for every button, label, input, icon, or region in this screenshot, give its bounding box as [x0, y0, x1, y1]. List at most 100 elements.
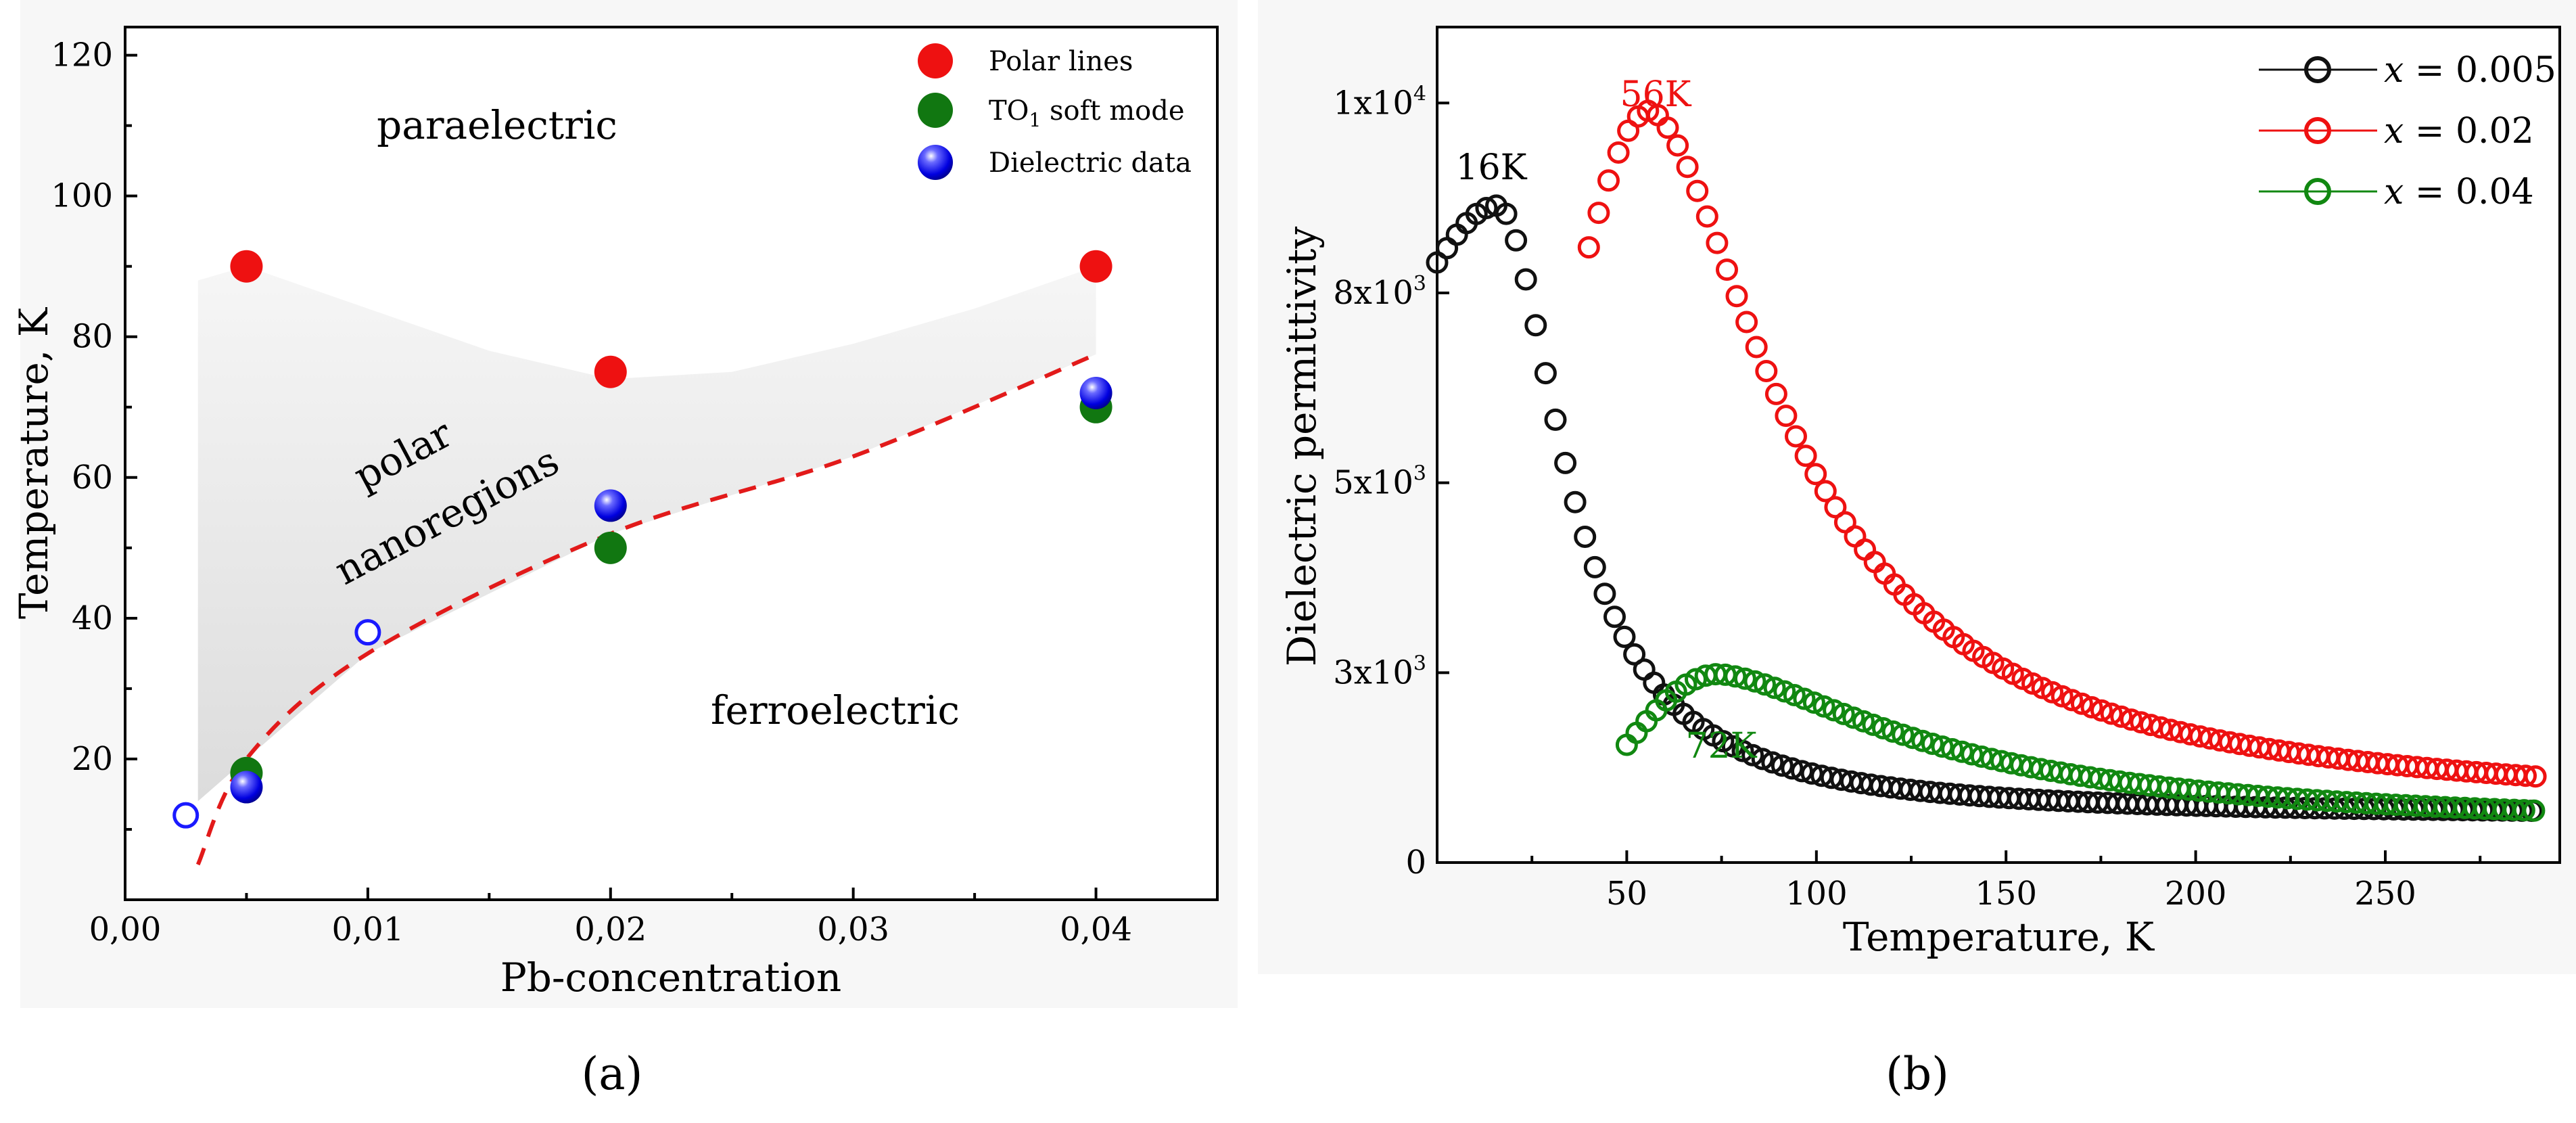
point-x002	[1587, 202, 1610, 225]
point-x002	[1577, 236, 1600, 259]
point-x0005	[1524, 314, 1547, 337]
point-x004	[1793, 687, 1816, 710]
legend-label-x004: x = 0.04	[2384, 172, 2534, 212]
legend-to-text: TO	[989, 95, 1029, 127]
point-x002	[1695, 205, 1718, 228]
peak-label-x004: 72K	[1685, 726, 1757, 766]
series-x002	[1577, 99, 2547, 788]
point-x002	[2041, 681, 2064, 704]
point-x004	[1842, 706, 1865, 729]
point-x004	[2512, 799, 2535, 822]
tick-exponent: 4	[1413, 82, 1426, 106]
point-x002	[1597, 169, 1620, 192]
legend-to-subscript: 1	[1029, 109, 1041, 131]
tick-mantissa: 3x10	[1333, 654, 1413, 691]
point-x004	[1872, 717, 1894, 739]
panel-b-legend: x = 0.005 x = 0.02 x = 0.04	[2259, 50, 2556, 212]
point-x004	[1763, 677, 1786, 700]
point-x004	[1950, 740, 1973, 763]
point-x002	[1666, 134, 1689, 157]
panel-b-x-tick-label: 250	[2354, 875, 2416, 913]
point-x0005	[1741, 743, 1764, 766]
point-x0005	[1751, 748, 1774, 771]
point-x0005	[1731, 739, 1754, 762]
point-x002	[1775, 405, 1798, 428]
point-x002	[1785, 425, 1807, 448]
panel-b-y-tick-label: 3x103	[1333, 651, 1426, 691]
legend-marker-polar-lines	[918, 43, 953, 78]
point-x002	[1814, 480, 1837, 503]
point-x004	[1961, 743, 1984, 766]
polar-nanoregions-area	[197, 266, 1096, 802]
point-x002	[1755, 360, 1778, 382]
panel-a-x-tick-label: 0,02	[574, 911, 647, 948]
tick-mantissa: 8x10	[1333, 274, 1413, 312]
panel-a-y-tick-label: 120	[51, 37, 113, 74]
panel-a-y-tick-label: 80	[72, 318, 113, 356]
point-x002	[1824, 496, 1847, 519]
legend-var-x0005: x	[2384, 50, 2404, 91]
point-x002	[1607, 141, 1630, 164]
panel-a-y-tick-label: 40	[72, 599, 113, 637]
panel-a-legend: Polar lines TO1 soft mode Dielectric dat…	[918, 43, 1192, 180]
legend-marker-to1-soft-mode	[918, 93, 953, 128]
point-x004	[1931, 735, 1954, 758]
point-x002	[2139, 714, 2162, 737]
legend-value-x004: = 0.04	[2404, 172, 2533, 212]
panel-b-x-tick-label: 200	[2165, 875, 2227, 913]
panel-b-x-tick-label: 50	[1606, 875, 1647, 913]
panel-a-x-tick-label: 0,01	[331, 911, 404, 948]
polar-lines-point	[230, 250, 263, 283]
point-x002	[2159, 718, 2182, 741]
point-x002	[1725, 285, 1748, 308]
peak-label-x002: 56K	[1620, 74, 1691, 115]
point-x002	[2080, 696, 2103, 718]
point-x002	[1735, 311, 1758, 334]
panel-a-chart: 0,00 0,01 0,02 0,03 0,04 20 40 60 80 100 120 parae…	[11, 0, 1238, 1008]
panel-b-y-tick-label: 0	[1405, 844, 1426, 881]
tick-exponent: 3	[1413, 272, 1426, 296]
panel-a-y-axis-title: Temperature, K	[11, 306, 57, 619]
point-x004	[1823, 699, 1846, 722]
dielectric-open-point	[172, 802, 200, 829]
panel-b-y-tick-label: 5x103	[1333, 462, 1426, 502]
legend-marker-x002	[2304, 117, 2331, 144]
point-x002	[2051, 685, 2074, 708]
tick-exponent: 3	[1413, 462, 1426, 486]
point-x002	[1706, 231, 1729, 254]
point-x002	[1764, 382, 1787, 405]
point-x0005	[1544, 408, 1567, 431]
legend-label-x0005: x = 0.005	[2384, 50, 2556, 91]
panel-b-y-tick-label: 8x103	[1333, 272, 1426, 312]
point-x0005	[1781, 757, 1804, 780]
panel-a-y-tick-label: 100	[51, 177, 113, 215]
point-x0005	[1761, 751, 1784, 774]
panel-a-x-tick-label: 0,04	[1060, 911, 1132, 948]
panel-a-label: (a)	[582, 1048, 643, 1100]
panel-b-y-axis-title: Dielectric permittivity	[1279, 227, 1325, 667]
point-x002	[1716, 258, 1738, 281]
point-x0005	[1534, 362, 1557, 385]
point-x004	[1783, 684, 1806, 706]
polar-lines-point	[1079, 250, 1113, 283]
point-x002	[2070, 692, 2093, 715]
legend-var-x002: x	[2384, 111, 2404, 152]
peak-label-x0005: 16K	[1455, 147, 1527, 188]
point-x002	[2514, 764, 2537, 787]
point-x0005	[1623, 643, 1646, 666]
legend-label-dielectric-data: Dielectric data	[989, 147, 1192, 179]
point-x004	[1812, 695, 1835, 718]
point-x002	[1745, 336, 1768, 359]
point-x004	[1773, 680, 1796, 703]
panel-a-x-axis-title: Pb-concentration	[500, 955, 841, 1001]
legend-label-to1-soft-mode: TO1 soft mode	[989, 95, 1185, 131]
legend-label-x002: x = 0.02	[2384, 111, 2534, 152]
point-x002	[2120, 708, 2142, 731]
panel-a-x-tick-label: 0,00	[89, 911, 162, 948]
dielectric-data-point	[594, 489, 627, 522]
panel-b-x-tick-label: 150	[1975, 875, 2037, 913]
point-x004	[1724, 665, 1747, 688]
point-x0005	[1593, 582, 1616, 605]
